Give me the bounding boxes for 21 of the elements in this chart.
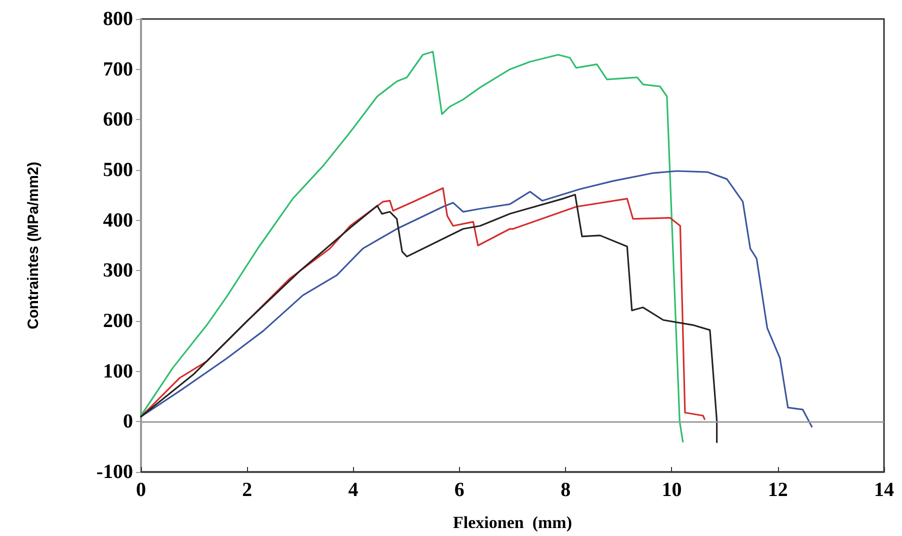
x-tick-label: 6 — [454, 479, 464, 501]
x-tick-label: 10 — [662, 479, 682, 501]
line-series — [140, 170, 813, 428]
y-tick-label: 0 — [123, 410, 133, 433]
y-tick-label: 800 — [103, 8, 133, 30]
x-tick-label: 2 — [242, 479, 252, 501]
line-series — [140, 50, 684, 443]
y-tick-label: 700 — [103, 58, 133, 80]
y-tick-label: 400 — [103, 209, 133, 232]
y-tick-label: -100 — [96, 461, 133, 483]
y-tick-label: 200 — [103, 310, 133, 332]
y-axis-title: Contraintes (MPa/mm2) — [25, 162, 42, 330]
y-tick-label: 100 — [103, 360, 133, 382]
x-tick-label: 14 — [874, 479, 894, 501]
x-tick-label: 8 — [560, 479, 571, 501]
y-tick-label: 600 — [103, 108, 133, 131]
x-axis-title: Flexionen (mm) — [453, 513, 572, 532]
x-tick-label: 4 — [348, 479, 358, 501]
y-tick-label: 500 — [103, 159, 133, 181]
y-tick-label: 300 — [103, 260, 133, 282]
x-tick-label: 12 — [768, 479, 788, 501]
